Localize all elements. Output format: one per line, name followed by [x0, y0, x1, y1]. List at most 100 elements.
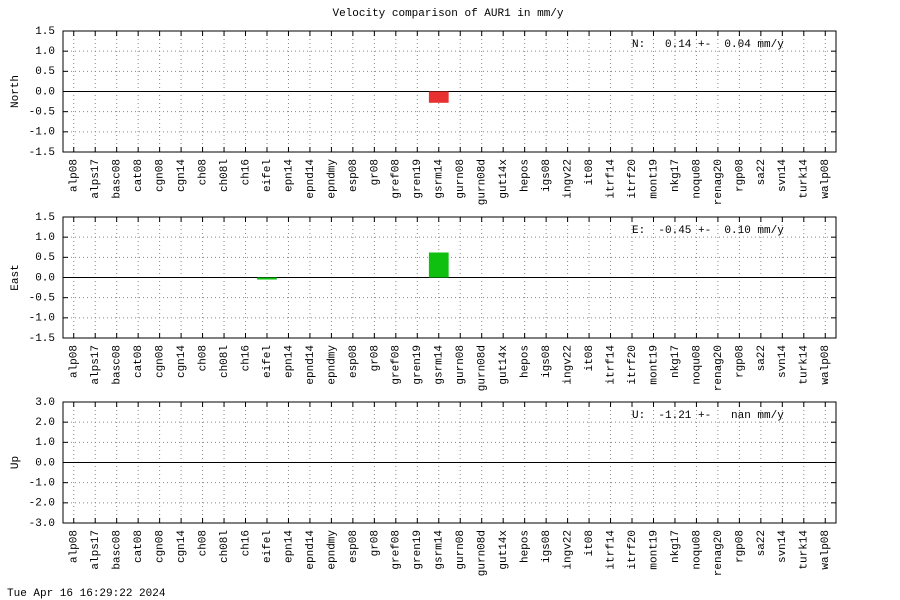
x-tick-label: renag20	[713, 530, 725, 576]
x-tick-label: igs08	[541, 159, 553, 192]
y-tick-label: 1.0	[35, 437, 55, 449]
y-tick-label: -0.5	[29, 293, 55, 305]
x-tick-label: nkg17	[670, 530, 682, 563]
y-tick-label: 0.0	[35, 457, 55, 469]
x-tick-label: gr08	[369, 530, 381, 556]
x-tick-label: noqu08	[691, 159, 703, 199]
x-tick-label: mont19	[648, 345, 660, 385]
x-tick-label: epn14	[283, 530, 295, 563]
y-tick-label: 1.0	[35, 232, 55, 244]
plot-frame	[62, 401, 837, 524]
x-tick-label: eifel	[262, 159, 274, 192]
x-tick-label: gut14x	[498, 159, 510, 199]
x-tick-label: ingv22	[563, 345, 575, 385]
x-tick-label: gurn08d	[477, 345, 489, 391]
y-axis-label: North	[10, 75, 22, 108]
x-tick-label: cgn14	[176, 345, 188, 378]
x-tick-label: epndmy	[326, 159, 338, 199]
x-tick-label: gref08	[391, 530, 403, 570]
x-tick-label: ch08	[197, 345, 209, 371]
x-tick-label: esp08	[348, 530, 360, 563]
y-tick-label: -1.0	[29, 478, 55, 490]
x-tick-label: ingv22	[563, 530, 575, 570]
x-tick-label: mont19	[648, 530, 660, 570]
x-tick-label: alps17	[90, 159, 102, 199]
x-tick-label: ch08l	[219, 159, 231, 192]
plot-frame	[62, 30, 837, 153]
x-tick-label: cgn08	[155, 159, 167, 192]
x-tick-label: eifel	[262, 530, 274, 563]
x-tick-label: mont19	[648, 159, 660, 199]
x-tick-label: walp08	[820, 159, 832, 199]
x-tick-label: gsrm14	[434, 345, 446, 385]
x-tick-label: cgn08	[155, 345, 167, 378]
x-tick-label: basc08	[112, 530, 124, 570]
x-tick-label: ingv22	[563, 159, 575, 199]
x-tick-label: cat08	[133, 530, 145, 563]
x-tick-label: basc08	[112, 159, 124, 199]
x-tick-label: alp08	[69, 345, 81, 378]
x-tick-label: itrf14	[605, 345, 617, 385]
x-tick-label: eifel	[262, 345, 274, 378]
x-tick-label: nkg17	[670, 159, 682, 192]
x-tick-label: hepos	[520, 159, 532, 192]
x-tick-label: svn14	[777, 530, 789, 563]
x-tick-label: epn14	[283, 159, 295, 192]
plot-frame	[62, 216, 837, 339]
x-tick-label: epndmy	[326, 530, 338, 570]
bar	[257, 277, 277, 280]
x-tick-label: itrf20	[627, 345, 639, 385]
y-tick-label: 0.0	[35, 272, 55, 284]
x-tick-label: igs08	[541, 530, 553, 563]
x-tick-label: alps17	[90, 345, 102, 385]
annotation: U: -1.21 +- nan mm/y	[632, 410, 784, 422]
x-tick-label: cgn14	[176, 530, 188, 563]
bar	[428, 91, 449, 103]
x-tick-label: gren19	[412, 345, 424, 385]
x-tick-label: gref08	[391, 345, 403, 385]
x-tick-label: cat08	[133, 345, 145, 378]
x-tick-label: cgn14	[176, 159, 188, 192]
x-tick-label: renag20	[713, 159, 725, 205]
annotation: E: -0.45 +- 0.10 mm/y	[632, 225, 784, 237]
y-tick-label: 1.0	[35, 46, 55, 58]
y-tick-label: -1.5	[29, 147, 55, 159]
x-tick-label: itrf14	[605, 530, 617, 570]
y-tick-label: 0.0	[35, 86, 55, 98]
y-tick-label: 3.0	[35, 397, 55, 409]
x-tick-label: rgp08	[734, 345, 746, 378]
y-axis-label: Up	[10, 456, 22, 469]
y-tick-label: -1.0	[29, 127, 55, 139]
x-tick-label: hepos	[520, 530, 532, 563]
x-tick-label: it08	[584, 530, 596, 556]
x-tick-label: gut14x	[498, 530, 510, 570]
y-tick-label: 2.0	[35, 417, 55, 429]
x-tick-label: ch08	[197, 530, 209, 556]
x-tick-label: epnd14	[305, 159, 317, 199]
x-tick-label: igs08	[541, 345, 553, 378]
figure-title: Velocity comparison of AUR1 in mm/y	[332, 8, 563, 20]
x-tick-label: gr08	[369, 345, 381, 371]
x-tick-label: ch08l	[219, 345, 231, 378]
x-tick-label: sa22	[756, 159, 768, 185]
x-tick-label: sa22	[756, 530, 768, 556]
y-tick-label: 0.5	[35, 66, 55, 78]
x-tick-label: svn14	[777, 159, 789, 192]
x-tick-label: alp08	[69, 159, 81, 192]
x-tick-label: alps17	[90, 530, 102, 570]
x-tick-label: epnd14	[305, 345, 317, 385]
x-tick-label: cat08	[133, 159, 145, 192]
x-tick-label: ch08l	[219, 530, 231, 563]
x-tick-label: gsrm14	[434, 159, 446, 199]
y-tick-label: -1.0	[29, 313, 55, 325]
y-tick-label: -0.5	[29, 107, 55, 119]
x-tick-label: cgn08	[155, 530, 167, 563]
x-tick-label: gurn08	[455, 345, 467, 385]
x-tick-label: esp08	[348, 159, 360, 192]
x-tick-label: noqu08	[691, 530, 703, 570]
y-tick-label: -3.0	[29, 518, 55, 530]
x-tick-label: nkg17	[670, 345, 682, 378]
x-tick-label: gren19	[412, 159, 424, 199]
x-tick-label: rgp08	[734, 159, 746, 192]
